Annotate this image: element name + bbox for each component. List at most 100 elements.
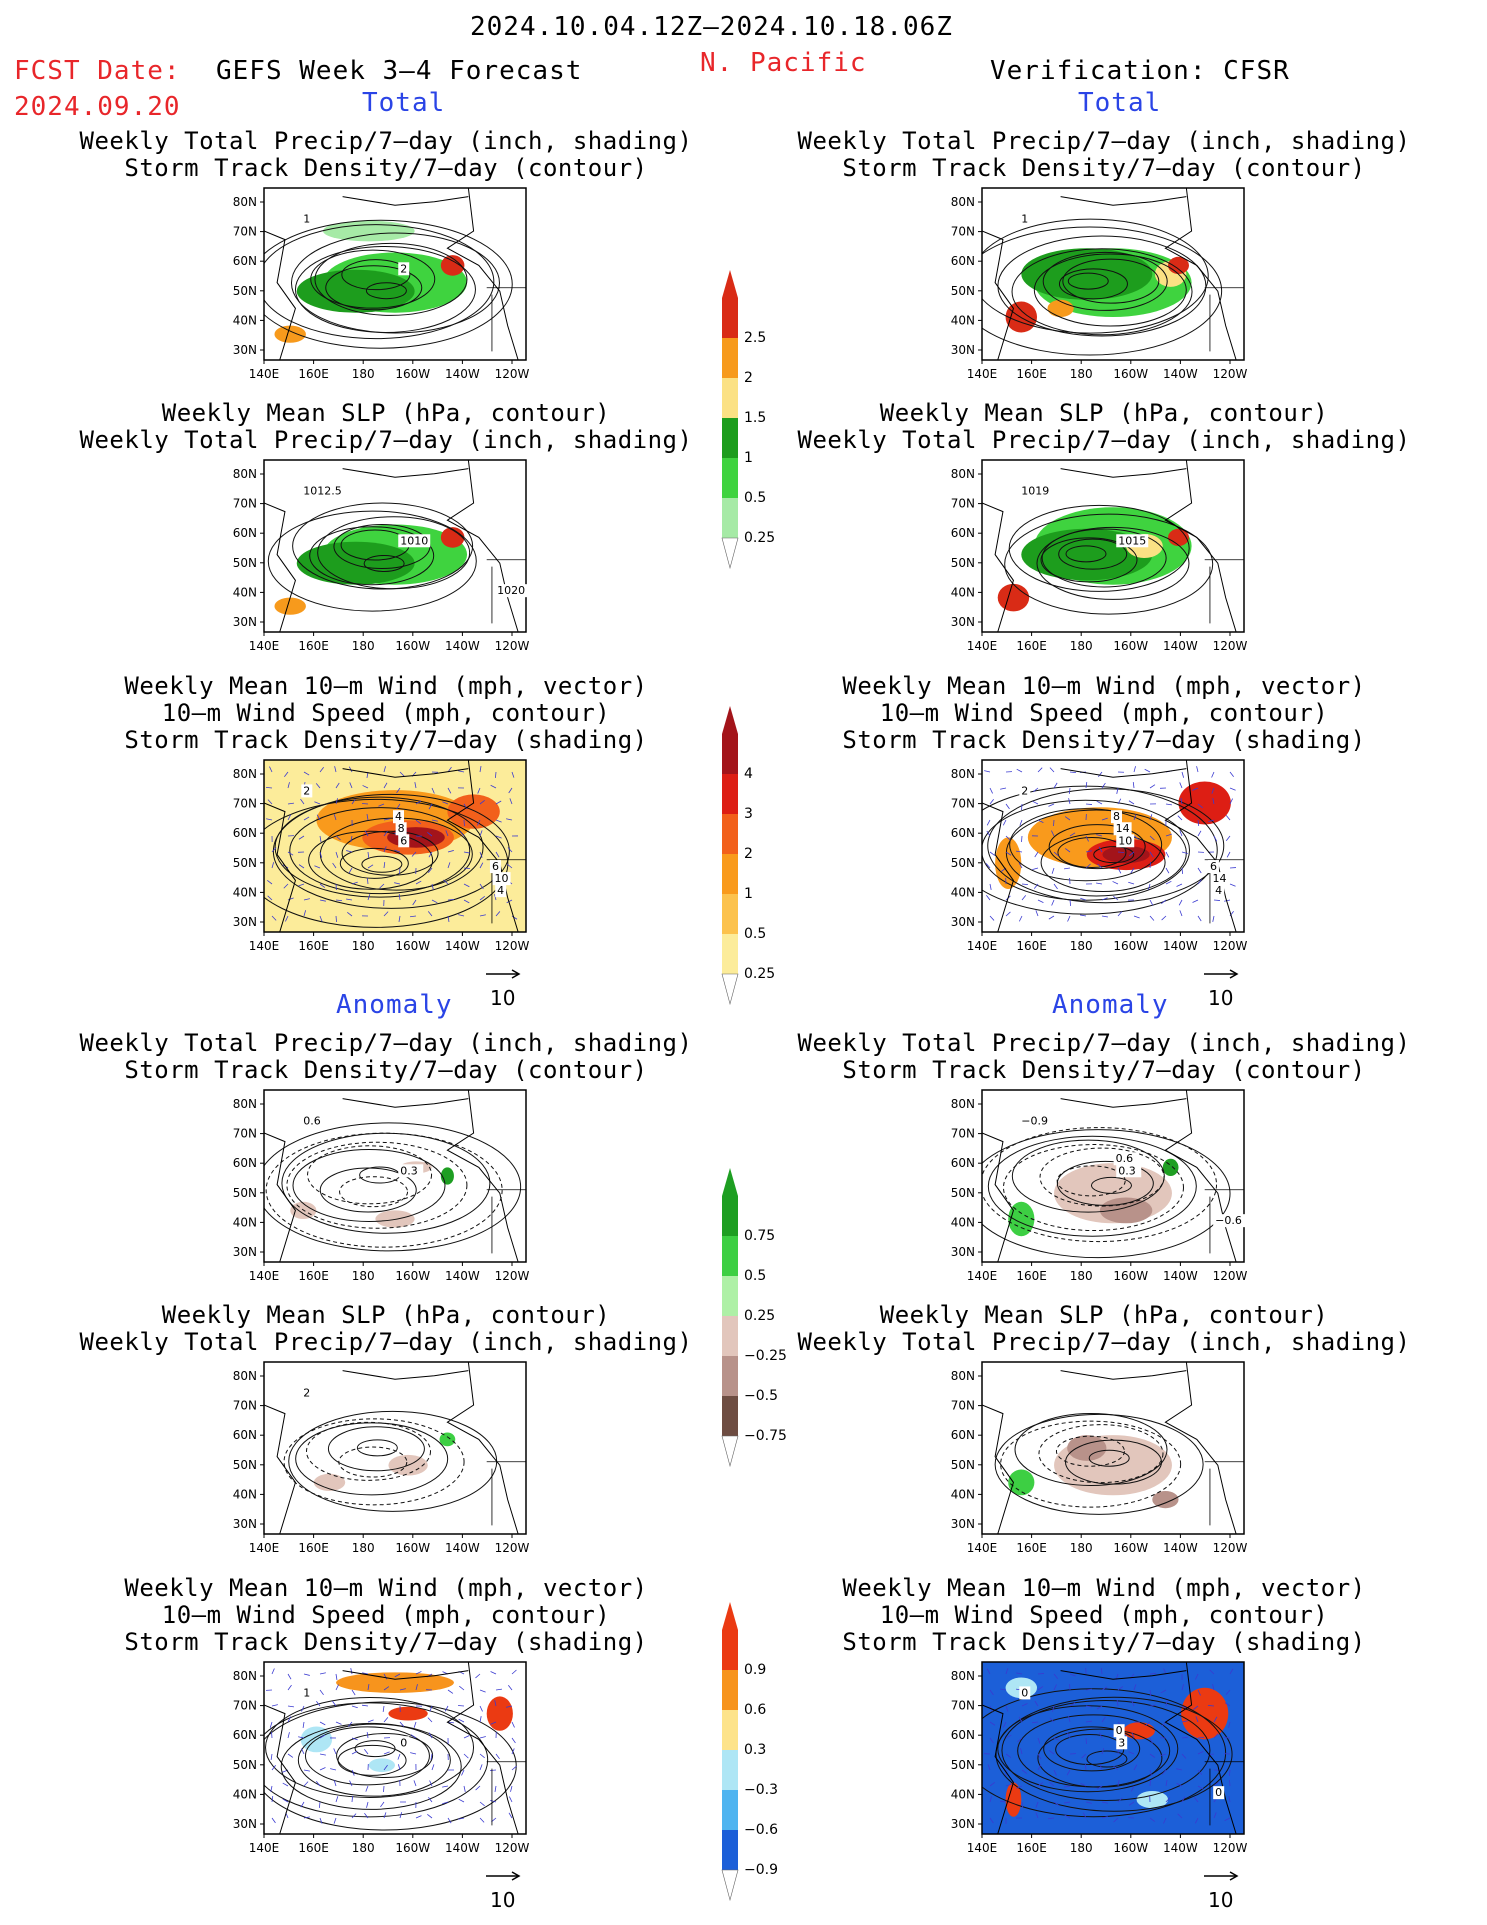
wind-vector [351, 1795, 353, 1803]
x-tick-label: 140E [967, 1841, 998, 1855]
contour-line [1057, 837, 1127, 869]
wind-vector [511, 1669, 517, 1675]
wind-vector [1212, 915, 1215, 922]
wind-vector [1067, 915, 1071, 922]
colorbar-label: 0.5 [744, 1268, 766, 1284]
wind-vector [1145, 1721, 1151, 1727]
contour-label: 0.3 [1118, 1164, 1136, 1177]
wind-vector [335, 915, 337, 923]
contour-label-bg [301, 484, 348, 498]
x-tick-label: 120W [1213, 1541, 1248, 1555]
wind-vector [495, 800, 502, 805]
contour-label-bg [1213, 1786, 1225, 1800]
wind-vector [394, 849, 401, 853]
wind-vector [1080, 1783, 1087, 1787]
wind-vector [1177, 815, 1183, 821]
wind-vector [351, 1769, 355, 1776]
wind-vector [379, 883, 385, 889]
wind-vector [396, 803, 401, 810]
wind-vector [1064, 1785, 1071, 1788]
x-tick-label: 120W [1213, 939, 1248, 953]
wind-vector [479, 1689, 486, 1693]
wind-vector [287, 1753, 294, 1758]
wind-vector [1037, 819, 1044, 823]
contour-label-bg [398, 1164, 424, 1178]
wind-vector [349, 782, 353, 789]
wind-vector [383, 846, 387, 853]
wind-vector [1053, 1673, 1059, 1679]
map-frame [981, 187, 1245, 361]
title-line: Storm Track Density/7–day (contour) [842, 154, 1366, 182]
wind-vector [1084, 1763, 1087, 1771]
wind-vector [383, 766, 386, 773]
map-obs-anom-wind: 0 3 0 0 80N 70N 60N 50N 40N 30N 140E 160E 180 160W 140… [930, 1661, 1254, 1860]
wind-vector [346, 850, 353, 853]
wind-vector [1005, 1668, 1009, 1675]
contour-label-bg [398, 834, 410, 848]
title-line: Weekly Mean SLP (hPa, contour) [161, 399, 611, 427]
wind-vector [348, 867, 353, 874]
y-tick-label: 80N [951, 467, 975, 481]
wind-vector [442, 801, 449, 805]
map-obs-total-wind: 2 10 4 14 14 8 6 80N 70N 60N 50N 40N 30N 140E 160E 180 1… [930, 759, 1254, 958]
x-tick-label: 140W [1163, 1269, 1198, 1283]
wind-vector [1048, 1750, 1055, 1755]
contour-line [1062, 258, 1160, 304]
wind-vector [1069, 771, 1077, 774]
wind-vector [382, 1705, 385, 1712]
y-tick-label: 50N [233, 556, 257, 570]
y-tick-label: 70N [233, 497, 257, 511]
x-tick-label: 140E [249, 939, 280, 953]
y-tick-label: 80N [233, 1369, 257, 1383]
wind-vector [495, 771, 497, 779]
contour-line [995, 1696, 1233, 1812]
coastline [1060, 1670, 1187, 1680]
wind-vector [463, 899, 470, 904]
wind-vector [267, 880, 273, 885]
contour-line [307, 1145, 433, 1205]
wind-vector [366, 877, 369, 885]
wind-vector [415, 819, 421, 825]
wind-vector [984, 770, 991, 773]
wind-vector [351, 1750, 358, 1755]
wind-vector [508, 787, 513, 794]
title-line: Weekly Mean SLP (hPa, contour) [161, 1301, 611, 1329]
wind-vector [1161, 1769, 1167, 1775]
wind-vector [1000, 1688, 1007, 1691]
wind-vector [1096, 1785, 1103, 1790]
contour-line [283, 1418, 465, 1506]
wind-vector [362, 1672, 369, 1675]
wind-vector [428, 851, 433, 858]
wind-vector [398, 915, 401, 922]
contour-label-bg [393, 810, 404, 824]
y-tick-label: 70N [233, 225, 257, 239]
fcst-date-label: FCST Date: [14, 56, 181, 86]
colorbar-storm-total: 4 3 2 1 0.5 0.25 [718, 704, 798, 1018]
x-tick-label: 140W [445, 1841, 480, 1855]
wind-vector [287, 782, 290, 789]
contour-line [982, 1688, 1227, 1818]
wind-vector [1047, 1817, 1055, 1820]
wind-vector [458, 914, 465, 917]
contour-line [361, 855, 403, 873]
wind-vector [1021, 895, 1027, 901]
wind-vector [351, 798, 356, 805]
wind-vector [1181, 1736, 1188, 1739]
wind-vector [1069, 832, 1076, 837]
wind-vector [463, 1785, 466, 1792]
wind-vector [506, 1705, 513, 1708]
wind-vector [459, 831, 465, 837]
wind-vector [411, 851, 417, 857]
wind-vector [415, 800, 422, 805]
wind-vector [351, 1689, 356, 1696]
wind-vector [463, 1735, 470, 1739]
coastline [446, 760, 519, 932]
wind-vector [335, 899, 343, 902]
wind-vector [1133, 915, 1140, 919]
wind-vector [383, 782, 388, 789]
title-line: Storm Track Density/7–day (shading) [124, 726, 648, 754]
coastline [342, 1098, 469, 1108]
contour-label: 6 [400, 834, 407, 847]
colorbar-segment [722, 378, 738, 418]
colorbar-label: 2 [744, 846, 753, 862]
